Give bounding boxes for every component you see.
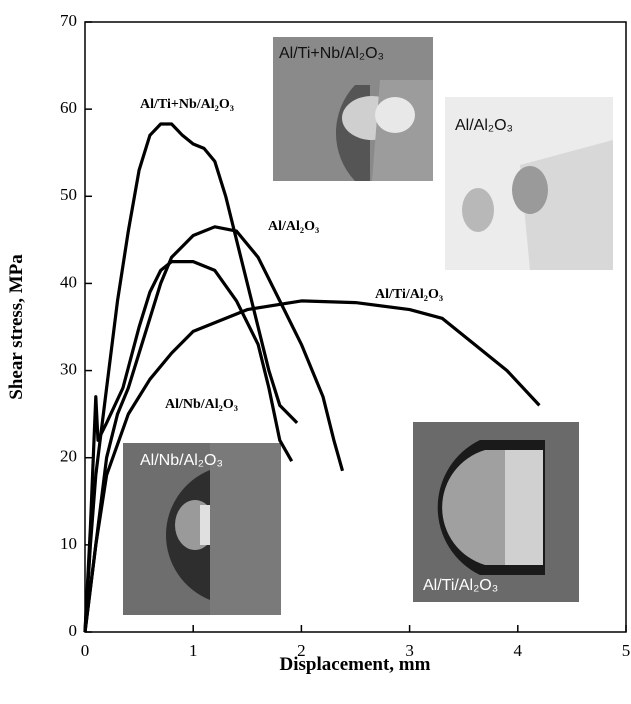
inset-label: Al/Ti+Nb/Al₂O₃: [279, 45, 384, 62]
y-tick-label: 10: [60, 534, 77, 553]
series-label: Al/Nb/Al₂O₃: [165, 397, 238, 412]
inset-photo: Al/Ti/Al₂O₃: [413, 422, 579, 602]
y-axis-label: Shear stress, MPa: [6, 254, 27, 400]
inset-photo: Al/Al₂O₃: [445, 97, 613, 270]
x-tick-label: 5: [622, 641, 631, 660]
y-tick-label: 0: [69, 621, 78, 640]
x-tick-label: 2: [297, 641, 306, 660]
inset-label: Al/Ti/Al₂O₃: [423, 577, 498, 594]
series-label: Al/Al₂O₃: [268, 219, 319, 234]
inset-photo: Al/Nb/Al₂O₃: [123, 443, 281, 615]
inset-label: Al/Al₂O₃: [455, 117, 513, 134]
x-tick-label: 3: [405, 641, 414, 660]
y-tick-label: 20: [60, 447, 77, 466]
y-tick-label: 60: [60, 98, 77, 117]
x-tick-label: 1: [189, 641, 198, 660]
inset-photo: Al/Ti+Nb/Al₂O₃: [273, 37, 433, 181]
inset-label: Al/Nb/Al₂O₃: [140, 452, 223, 469]
y-tick-label: 40: [60, 272, 77, 291]
chart: Al/Ti+Nb/Al₂O₃ Al/Al₂O₃ Al/Nb/Al₂O₃ Al/T…: [0, 0, 631, 704]
x-tick-label: 0: [81, 641, 90, 660]
y-tick-label: 70: [60, 11, 77, 30]
x-tick-label: 4: [514, 641, 523, 660]
y-tick-label: 50: [60, 185, 77, 204]
y-tick-label: 30: [60, 359, 77, 378]
series-label: Al/Ti/Al₂O₃: [375, 287, 443, 302]
series-label: Al/Ti+Nb/Al₂O₃: [140, 97, 234, 112]
